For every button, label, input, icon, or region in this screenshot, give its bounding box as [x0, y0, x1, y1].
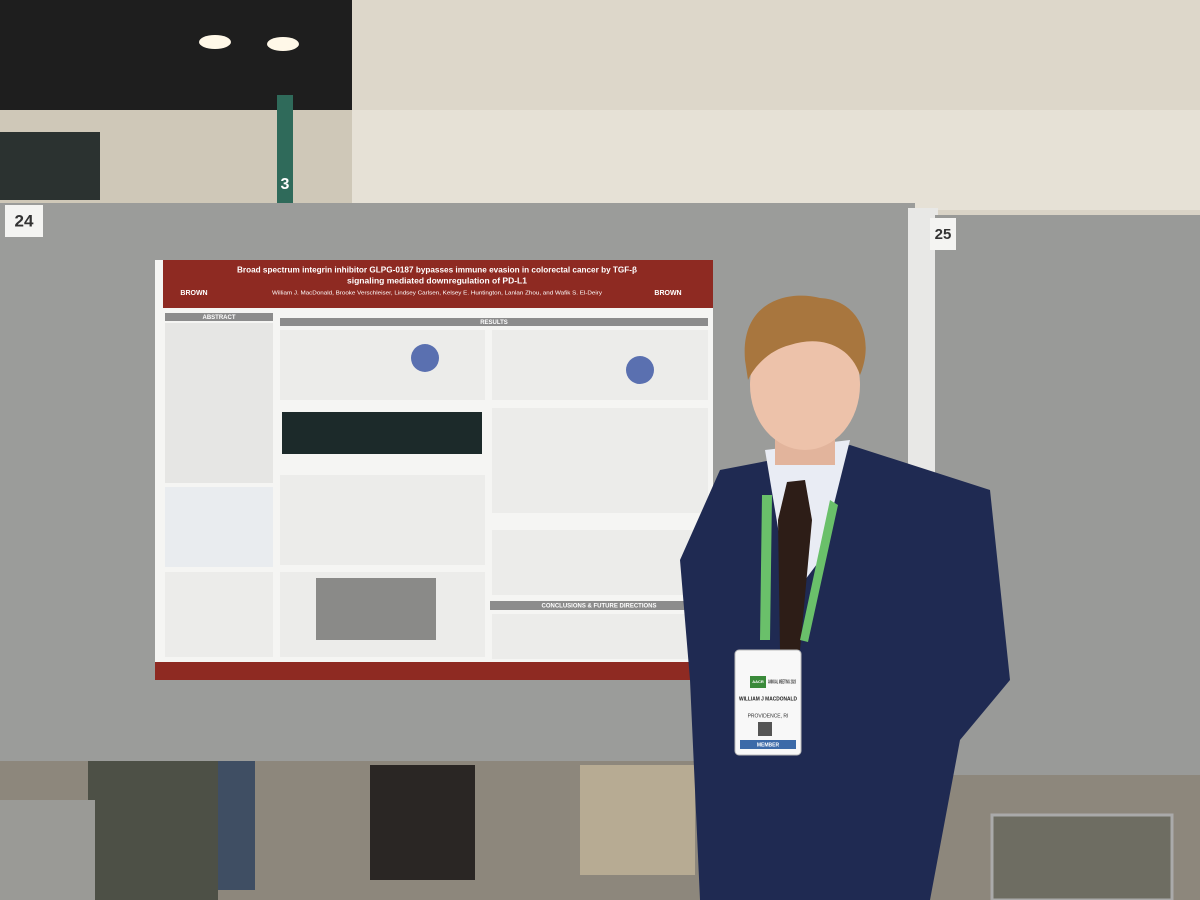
microscopy-figure [316, 578, 436, 640]
microscopy-figure [282, 412, 482, 454]
chair [990, 813, 1174, 900]
logo-text: BROWN [654, 290, 681, 297]
plate-figure [626, 356, 654, 384]
ceiling [0, 0, 352, 110]
name-badge [734, 649, 802, 756]
window [0, 132, 100, 200]
figure [165, 572, 273, 657]
figure [280, 475, 485, 565]
logo-text: BROWN [180, 290, 207, 297]
section-bar [490, 601, 708, 610]
section-bar [165, 313, 273, 321]
section-heading: CONCLUSIONS & FUTURE DIRECTIONS [541, 604, 656, 610]
section-heading: ABSTRACT [203, 315, 236, 321]
qr-code [758, 722, 772, 736]
chair [0, 800, 95, 900]
badge-type: MEMBER [757, 742, 780, 748]
hair [744, 295, 866, 380]
person-legs [580, 765, 695, 875]
poster-authors: William J. MacDonald, Brooke Verschleise… [272, 290, 603, 296]
figure [280, 330, 485, 400]
plate-figure [411, 344, 439, 372]
figure [165, 487, 273, 567]
booth-sign [5, 205, 43, 237]
text-block [492, 614, 708, 659]
wall-band [350, 110, 1200, 210]
badge-event: ANNUAL MEETING 2023 [768, 679, 796, 685]
chair [88, 760, 218, 900]
tie [778, 480, 812, 650]
poster-title: signaling mediated downregulation of PD-… [347, 275, 527, 285]
banner-number: 3 [281, 176, 290, 193]
section-heading: RESULTS [480, 320, 508, 326]
figure [492, 330, 708, 400]
face [750, 320, 860, 450]
section-bar [280, 318, 708, 326]
badge-org: AACR [752, 679, 764, 684]
person: AACR ANNUAL MEETING 2023 WILLIAM J MACDO… [680, 295, 1010, 900]
banner [277, 95, 293, 205]
badge-location: PROVIDENCE, RI [748, 713, 789, 719]
badge-name: WILLIAM J MACDONALD [739, 696, 797, 702]
figure [492, 530, 708, 595]
text-block [165, 323, 273, 483]
poster-footer [155, 662, 698, 680]
figure [492, 408, 708, 513]
booth-number: 24 [15, 211, 34, 230]
badge-logo [750, 676, 766, 688]
badge-stripe [740, 740, 796, 749]
ceiling-light [199, 35, 231, 49]
booth-number: 25 [935, 226, 952, 243]
booth-sign [930, 218, 956, 250]
poster-title: Broad spectrum integrin inhibitor GLPG-0… [237, 264, 637, 274]
poster-header [163, 260, 713, 308]
ceiling-light [267, 37, 299, 51]
person-dress [370, 765, 475, 880]
poster: BROWN BROWN Broad spectrum integrin inhi… [155, 260, 713, 680]
lanyard [760, 495, 838, 642]
